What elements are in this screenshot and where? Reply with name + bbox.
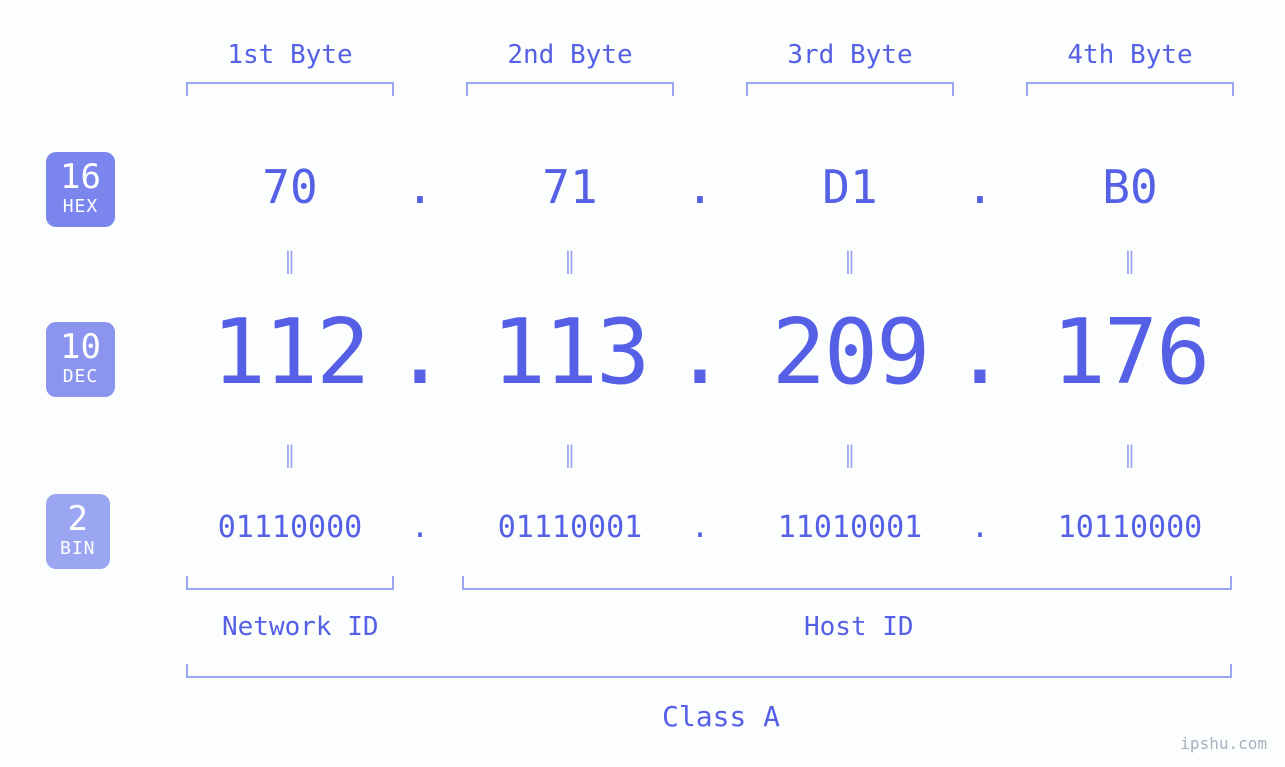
network-id-label: Network ID <box>222 612 379 642</box>
badge-bin-lbl: BIN <box>60 540 96 559</box>
equals-icon: ǁ <box>740 438 960 476</box>
class-label: Class A <box>662 700 780 733</box>
dot-hex-2: . <box>680 160 720 214</box>
badge-bin-num: 2 <box>60 502 96 538</box>
dot-dec-3: . <box>950 300 1010 405</box>
equals-icon: ǁ <box>460 438 680 476</box>
badge-hex-num: 16 <box>60 160 101 196</box>
byte-label-2: 2nd Byte <box>460 40 680 70</box>
dot-bin-2: . <box>680 510 720 545</box>
dec-byte-2: 113 <box>460 300 680 405</box>
top-bracket-1 <box>186 82 394 96</box>
bin-byte-4: 10110000 <box>1020 510 1240 545</box>
equals-icon: ǁ <box>460 244 680 282</box>
watermark: ipshu.com <box>1180 734 1267 753</box>
badge-hex: 16 HEX <box>46 152 115 227</box>
byte-label-4: 4th Byte <box>1020 40 1240 70</box>
dec-byte-4: 176 <box>1020 300 1240 405</box>
byte-label-1: 1st Byte <box>180 40 400 70</box>
network-id-bracket <box>186 576 394 590</box>
host-id-bracket <box>462 576 1232 590</box>
dec-byte-3: 209 <box>740 300 960 405</box>
dot-hex-3: . <box>960 160 1000 214</box>
badge-hex-lbl: HEX <box>60 198 101 217</box>
dot-bin-1: . <box>400 510 440 545</box>
equals-icon: ǁ <box>1020 244 1240 282</box>
top-bracket-4 <box>1026 82 1234 96</box>
badge-dec-num: 10 <box>60 330 101 366</box>
dot-hex-1: . <box>400 160 440 214</box>
hex-byte-3: D1 <box>740 160 960 214</box>
badge-dec: 10 DEC <box>46 322 115 397</box>
bin-byte-1: 01110000 <box>180 510 400 545</box>
equals-icon: ǁ <box>180 438 400 476</box>
class-bracket <box>186 664 1232 678</box>
badge-bin: 2 BIN <box>46 494 110 569</box>
equals-icon: ǁ <box>180 244 400 282</box>
badge-dec-lbl: DEC <box>60 368 101 387</box>
host-id-label: Host ID <box>804 612 914 642</box>
bin-byte-3: 11010001 <box>740 510 960 545</box>
top-bracket-3 <box>746 82 954 96</box>
equals-icon: ǁ <box>1020 438 1240 476</box>
dot-dec-1: . <box>390 300 450 405</box>
dot-bin-3: . <box>960 510 1000 545</box>
dec-byte-1: 112 <box>180 300 400 405</box>
top-bracket-2 <box>466 82 674 96</box>
hex-byte-1: 70 <box>180 160 400 214</box>
hex-byte-2: 71 <box>460 160 680 214</box>
dot-dec-2: . <box>670 300 730 405</box>
hex-byte-4: B0 <box>1020 160 1240 214</box>
byte-label-3: 3rd Byte <box>740 40 960 70</box>
bin-byte-2: 01110001 <box>460 510 680 545</box>
equals-icon: ǁ <box>740 244 960 282</box>
